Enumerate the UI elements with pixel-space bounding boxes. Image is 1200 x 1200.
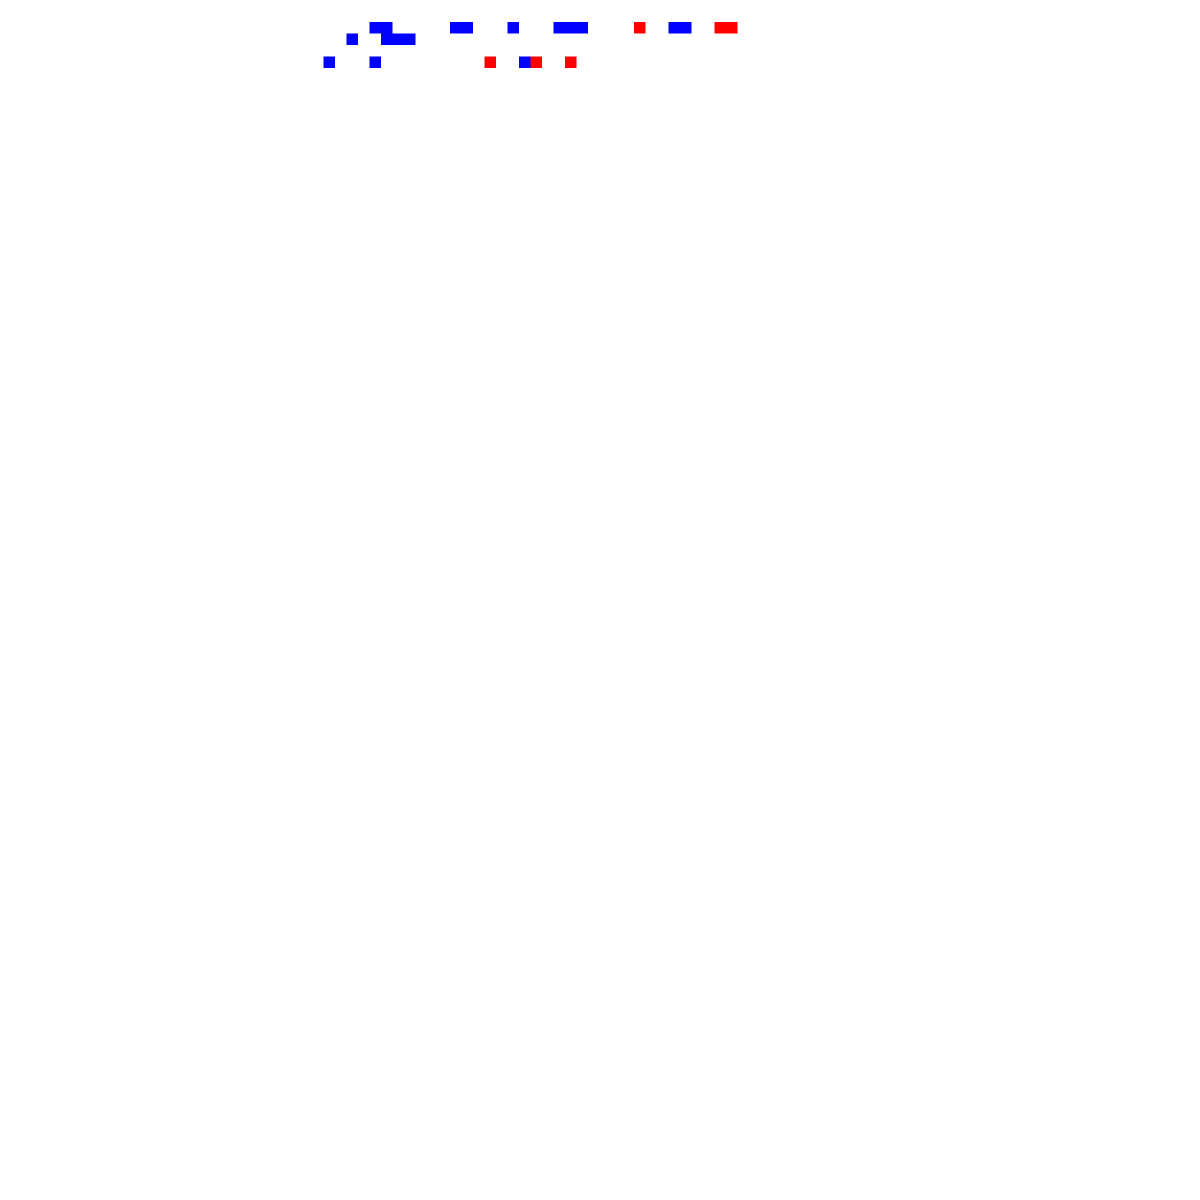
red-cell — [726, 22, 738, 34]
cells-layer — [323, 22, 738, 69]
blue-cell — [507, 22, 519, 34]
blue-cell — [565, 22, 577, 34]
blue-cell — [553, 22, 565, 34]
blue-cell — [369, 22, 381, 34]
red-cell — [530, 56, 542, 69]
red-cell — [484, 56, 496, 69]
red-cell — [634, 22, 646, 34]
blue-cell — [392, 33, 404, 46]
blue-cell — [369, 56, 381, 69]
blue-cell — [668, 22, 680, 34]
blue-cell — [346, 33, 358, 46]
blue-cell — [680, 22, 692, 34]
blue-cell — [519, 56, 531, 69]
blue-cell — [576, 22, 588, 34]
blue-cell — [381, 22, 393, 34]
blue-cell — [450, 22, 462, 34]
blue-cell — [461, 22, 473, 34]
red-cell — [714, 22, 726, 34]
blue-cell — [404, 33, 416, 46]
red-cell — [565, 56, 577, 69]
blue-cell — [323, 56, 335, 69]
blue-cell — [381, 33, 393, 46]
